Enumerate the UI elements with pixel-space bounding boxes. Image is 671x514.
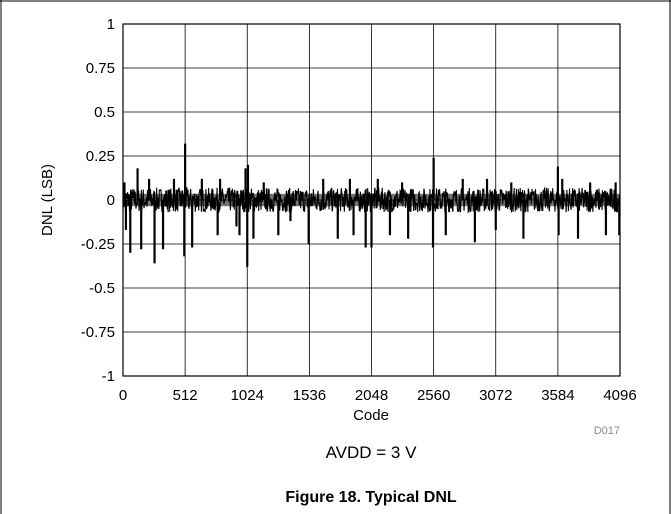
y-tick-label: 0.75 bbox=[86, 60, 115, 77]
x-axis-title: Code bbox=[353, 407, 389, 424]
condition-label: AVDD = 3 V bbox=[326, 443, 418, 462]
tick-labels: 0 512 1024 1536 2048 2560 3072 3584 4096 1 0.75 0.5… bbox=[81, 16, 637, 404]
y-tick-label: -0.75 bbox=[81, 324, 115, 341]
x-tick-label: 3584 bbox=[541, 387, 574, 404]
x-tick-label: 512 bbox=[173, 387, 198, 404]
y-tick-label: 1 bbox=[107, 16, 115, 33]
plot-data bbox=[122, 143, 621, 267]
y-tick-label: 0 bbox=[107, 192, 115, 209]
y-axis-title: DNL (LSB) bbox=[39, 164, 56, 236]
x-tick-label: 1536 bbox=[293, 387, 326, 404]
x-tick-label: 2048 bbox=[355, 387, 388, 404]
x-tick-label: 2560 bbox=[417, 387, 450, 404]
y-tick-label: -0.25 bbox=[81, 236, 115, 253]
x-tick-label: 4096 bbox=[603, 387, 636, 404]
x-tick-label: 3072 bbox=[479, 387, 512, 404]
figure-caption: Figure 18. Typical DNL bbox=[285, 489, 457, 506]
x-tick-label: 0 bbox=[119, 387, 127, 404]
figure-id-label: D017 bbox=[594, 425, 620, 437]
y-tick-label: 0.5 bbox=[94, 104, 115, 121]
y-tick-label: -1 bbox=[102, 368, 115, 385]
plot-area-frame bbox=[122, 23, 621, 377]
x-tick-label: 1024 bbox=[231, 387, 264, 404]
y-tick-label: 0.25 bbox=[86, 148, 115, 165]
y-tick-label: -0.5 bbox=[89, 280, 115, 297]
